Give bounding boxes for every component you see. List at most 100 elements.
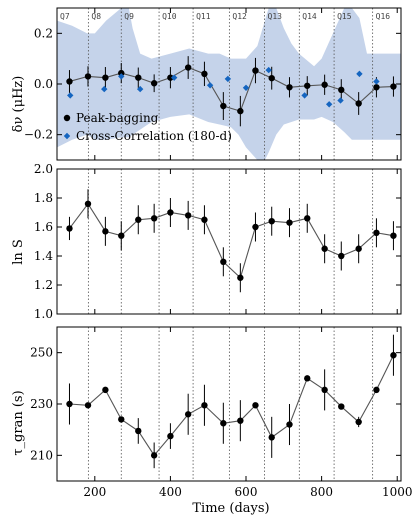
cross-correlation-point — [356, 70, 363, 78]
data-point — [84, 402, 92, 409]
data-point — [118, 416, 125, 423]
data-point — [268, 218, 275, 225]
cross-correlation-point — [118, 73, 125, 80]
data-point — [338, 252, 345, 260]
data-point — [304, 375, 311, 382]
data-point — [355, 418, 362, 426]
cross-correlation-point — [136, 85, 144, 93]
y-tick-label: 210 — [30, 448, 53, 462]
data-point — [286, 421, 293, 428]
panel-bottom: 210 230 250 200 400 600 800 1000 — [30, 326, 412, 499]
quarter-label: Q12 — [232, 12, 247, 21]
data-point — [390, 352, 397, 359]
quarter-label: Q15 — [337, 12, 352, 21]
data-point — [220, 258, 227, 265]
y-tick-label: 1.2 — [34, 278, 53, 292]
data-point — [338, 86, 345, 94]
series-line — [69, 354, 394, 457]
data-point — [355, 245, 362, 252]
data-point — [373, 229, 380, 236]
data-point — [237, 274, 244, 281]
y-tick-label: 230 — [30, 397, 53, 411]
y-tick-label: 0.0 — [34, 77, 53, 91]
y-tick-label: 250 — [30, 346, 53, 360]
quarter-label: Q16 — [376, 12, 391, 21]
quarter-label: Q10 — [162, 12, 177, 21]
data-point — [118, 232, 125, 239]
y-tick-label: 1.8 — [34, 191, 53, 205]
data-point — [220, 102, 227, 110]
data-point — [66, 225, 73, 232]
data-point — [102, 74, 109, 81]
cross-correlation-point — [206, 82, 214, 89]
quarter-label: Q11 — [196, 12, 211, 21]
quarter-label: Q7 — [60, 12, 70, 21]
data-point — [268, 74, 275, 82]
middle-ylabel: ln S — [11, 239, 26, 265]
data-point — [237, 107, 244, 115]
data-point — [304, 215, 311, 222]
data-point — [390, 83, 397, 90]
cross-correlation-point — [224, 75, 232, 83]
cross-correlation-point — [301, 92, 308, 99]
data-point — [150, 452, 158, 459]
x-tick-label: 800 — [310, 485, 333, 499]
top-ylabel: δν (μHz) — [11, 76, 26, 133]
x-tick-label: 600 — [235, 485, 258, 499]
y-tick-label: −0.2 — [24, 128, 53, 142]
data-point — [201, 70, 208, 78]
quarter-label: Q14 — [302, 12, 317, 21]
legend-marker-cross-correlation — [63, 132, 71, 140]
data-point — [286, 84, 293, 91]
y-tick-label: 0.2 — [34, 26, 53, 40]
legend-marker-peak-bagging — [63, 114, 71, 122]
plot-area — [57, 8, 401, 160]
data-point — [286, 219, 293, 226]
data-point — [84, 73, 92, 80]
cross-correlation-point — [265, 66, 272, 74]
data-point — [84, 200, 92, 207]
y-tick-label: 2.0 — [34, 162, 53, 176]
quarter-label: Q13 — [268, 12, 283, 21]
panel-frame — [56, 168, 402, 315]
data-point — [150, 215, 158, 222]
cross-correlation-point — [373, 78, 380, 85]
data-point — [220, 420, 227, 427]
data-point — [167, 209, 174, 216]
data-point — [321, 81, 328, 88]
data-point — [167, 74, 174, 81]
data-point — [373, 386, 380, 394]
data-point — [201, 216, 208, 223]
x-tick-label: 400 — [159, 485, 182, 499]
quarter-label: Q9 — [124, 12, 134, 21]
data-point — [252, 223, 259, 231]
legend-label-peak-bagging: Peak-bagging — [76, 111, 159, 125]
cross-correlation-point — [242, 84, 250, 91]
y-tick-label: 1.6 — [34, 220, 53, 234]
data-point — [135, 74, 142, 81]
data-point — [184, 64, 192, 71]
uncertainty-band — [57, 8, 401, 160]
cross-correlation-point — [101, 85, 108, 93]
data-point — [252, 402, 259, 409]
y-tick-label: 1.0 — [34, 307, 53, 321]
data-point — [66, 400, 73, 408]
bottom-ylabel: τ_gran (s) — [11, 390, 26, 455]
data-point — [135, 216, 142, 223]
data-point — [338, 403, 345, 410]
data-point — [390, 232, 397, 239]
x-axis-label: Time (days) — [192, 501, 269, 516]
x-tick-label: 200 — [83, 485, 106, 499]
legend-label-cross-correlation: Cross-Correlation (180-d) — [76, 129, 232, 143]
data-point — [167, 432, 174, 440]
data-point — [321, 386, 328, 394]
plot-area — [66, 327, 397, 481]
data-point — [373, 84, 380, 91]
y-tick-label: 1.4 — [34, 249, 53, 263]
data-point — [150, 80, 158, 87]
data-point — [118, 69, 125, 77]
plot-area — [66, 169, 397, 314]
panel-top: Q7 Q8 Q9 Q10 Q11 Q12 Q13 Q14 Q15 Q16 −0.2 0.0 0.2 Pea… — [24, 7, 402, 161]
cross-correlation-point — [325, 101, 333, 108]
series-line — [69, 202, 394, 279]
